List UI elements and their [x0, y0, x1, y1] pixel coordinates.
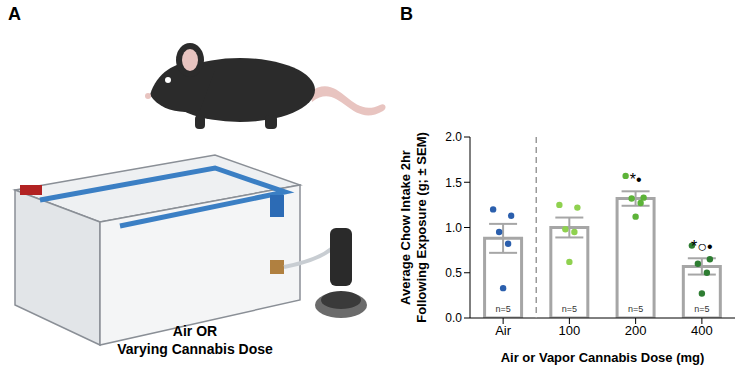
svg-text:1.5: 1.5 [445, 176, 462, 190]
svg-text:n=5: n=5 [562, 304, 577, 314]
svg-text:*○•: *○• [691, 238, 713, 255]
svg-text:Average Chow Intake 2hrFollowi: Average Chow Intake 2hrFollowing Exposur… [398, 132, 429, 323]
svg-text:200: 200 [625, 323, 647, 338]
svg-text:0.5: 0.5 [445, 266, 462, 280]
svg-text:n=5: n=5 [694, 304, 709, 314]
svg-text:400: 400 [691, 323, 713, 338]
svg-text:1.0: 1.0 [445, 221, 462, 235]
svg-text:B: B [400, 4, 413, 24]
svg-text:100: 100 [559, 323, 581, 338]
svg-text:Air or Vapor Cannabis Dose (mg: Air or Vapor Cannabis Dose (mg) [501, 350, 705, 365]
svg-text:0.0: 0.0 [445, 311, 462, 325]
svg-text:n=5: n=5 [495, 304, 510, 314]
svg-text:Air: Air [495, 323, 512, 338]
svg-text:A: A [8, 4, 21, 24]
svg-text:2.0: 2.0 [445, 130, 462, 144]
svg-text:n=5: n=5 [628, 304, 643, 314]
svg-text:Air OR: Air OR [173, 323, 217, 339]
svg-text:*•: *• [630, 171, 642, 188]
svg-text:Varying Cannabis Dose: Varying Cannabis Dose [117, 341, 273, 357]
